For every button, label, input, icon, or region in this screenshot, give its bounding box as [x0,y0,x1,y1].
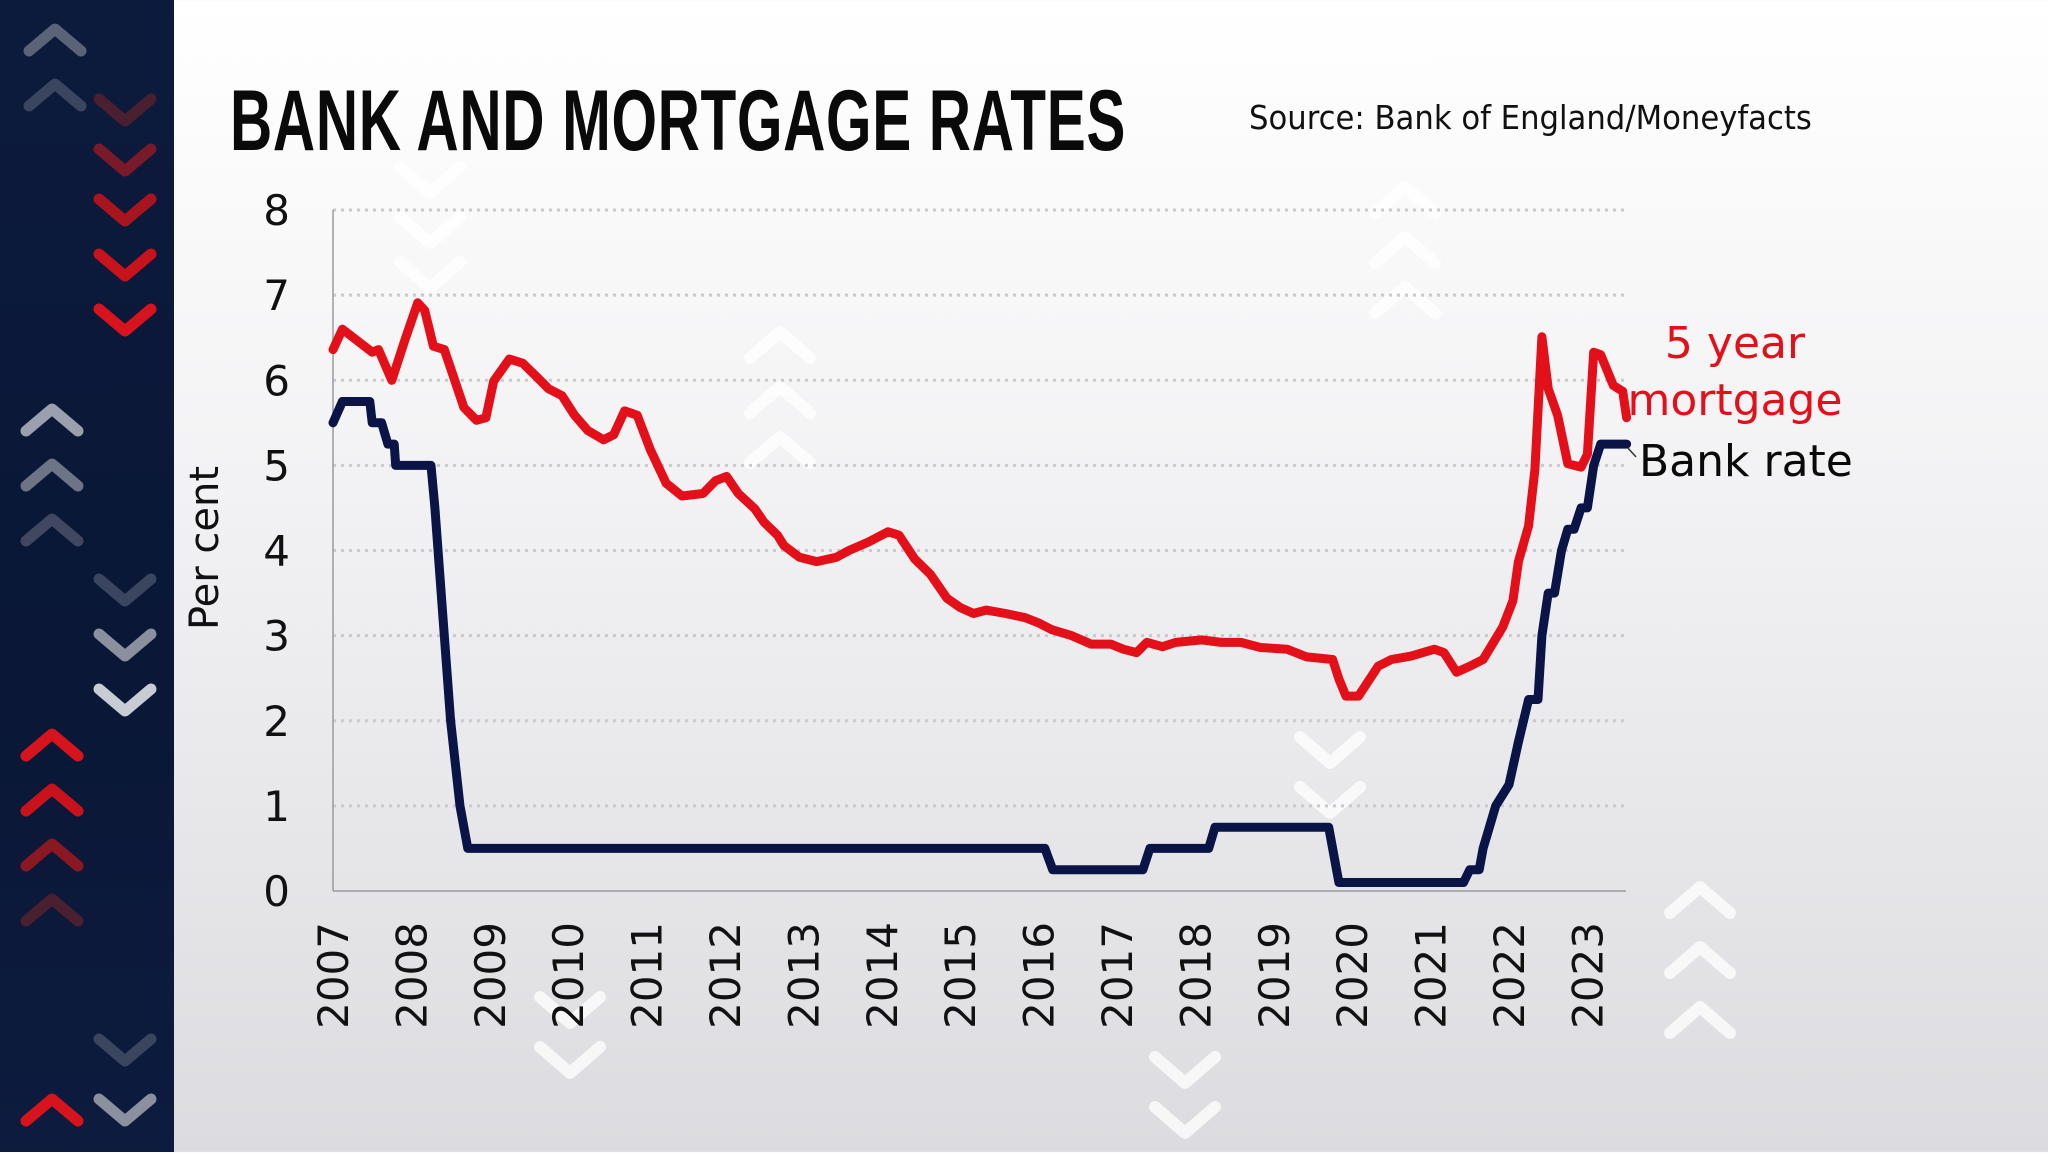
chevron-icon [23,78,87,112]
chevron-icon [1149,1051,1221,1089]
chevron-icon [23,23,87,57]
y-tick-label: 7 [263,271,290,320]
chevron-icon [93,628,157,662]
chevron-icon [93,683,157,717]
chevron-icon [20,728,84,762]
x-tick-label: 2022 [1485,922,1534,1029]
chevron-icon [394,211,466,249]
chevron-icon [93,303,157,337]
x-tick-label: 2019 [1250,922,1299,1029]
chevron-icon [534,991,606,1029]
y-tick-label: 3 [263,612,290,661]
series-label-mortgage: mortgage [1627,375,1842,426]
x-tick-label: 2017 [1093,922,1142,1029]
x-tick-label: 2020 [1328,922,1377,1029]
chevron-icon [394,161,466,199]
decorative-sidebar [0,0,174,1152]
y-tick-label: 5 [263,441,290,490]
chevron-icon [1664,881,1736,919]
chevron-icon [93,1033,157,1067]
x-tick-label: 2008 [387,922,436,1029]
chevron-pattern-icon [20,23,157,1127]
chevron-icon [744,381,816,419]
chevron-icon [1149,1101,1221,1139]
chart-title: BANK AND MORTGAGE RATES [230,73,1127,169]
chevron-icon [1369,231,1441,269]
x-tick-label: 2011 [623,922,672,1029]
chevron-icon [534,1041,606,1079]
background-chevron-watermark [394,161,1736,1139]
chevron-icon [744,326,816,364]
source-note: Source: Bank of England/Moneyfacts [1249,98,1812,137]
chevron-icon [20,513,84,547]
chevron-icon [1369,181,1441,219]
chevron-icon [20,458,84,492]
chevron-icon [93,573,157,607]
x-tick-label: 2010 [544,922,593,1029]
x-tick-label: 2009 [466,922,515,1029]
chevron-icon [20,838,84,872]
series-label-bank-rate: Bank rate [1639,436,1853,487]
y-tick-label: 1 [263,782,290,831]
x-tick-label: 2007 [309,922,358,1029]
chevron-icon [93,1093,157,1127]
y-tick-label: 0 [263,867,290,916]
series-label-mortgage: 5 year [1665,318,1806,369]
mortgage-rate-line [328,298,1632,701]
y-axis-label: Per cent [182,466,228,630]
chevron-icon [20,893,84,927]
y-tick-label: 2 [263,697,290,746]
y-tick-label: 8 [263,186,290,235]
y-tick-label: 4 [263,527,290,576]
chevron-icon [93,143,157,177]
chevron-icon [93,193,157,227]
x-tick-label: 2016 [1015,922,1064,1029]
y-tick-label: 6 [263,356,290,405]
chevron-icon [1294,781,1366,819]
chevron-icon [20,783,84,817]
chevron-icon [1664,941,1736,979]
x-tick-label: 2012 [701,922,750,1029]
chevron-icon [20,1093,84,1127]
bank-rate-line [328,397,1632,887]
x-tick-label: 2023 [1563,922,1612,1029]
chevron-icon [93,93,157,127]
x-tick-label: 2014 [858,922,907,1029]
chevron-icon [744,431,816,469]
x-tick-label: 2015 [936,922,985,1029]
chevron-icon [20,403,84,437]
chevron-icon [93,248,157,282]
x-tick-label: 2018 [1171,922,1220,1029]
x-tick-label: 2021 [1407,922,1456,1029]
label-connector [1627,447,1637,458]
chevron-icon [394,256,466,294]
chevron-icon [1664,1001,1736,1039]
chevron-icon [1294,731,1366,769]
chevron-icon [1369,281,1441,319]
x-tick-label: 2013 [779,922,828,1029]
